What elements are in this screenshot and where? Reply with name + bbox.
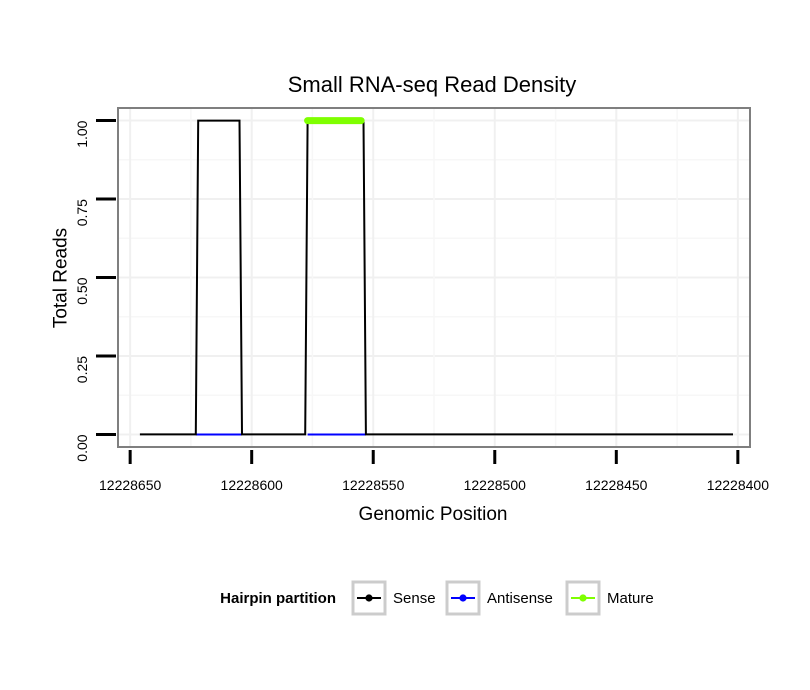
y-tick-label: 0.50 [74, 277, 90, 304]
y-tick-label: 1.00 [74, 120, 90, 147]
grid-lines [118, 108, 750, 447]
chart-title: Small RNA-seq Read Density [288, 72, 577, 97]
legend-label-mature: Mature [607, 590, 654, 607]
x-axis-title: Genomic Position [359, 504, 508, 525]
x-tick-label: 12228650 [99, 477, 162, 493]
y-tick-label: 0.25 [74, 356, 90, 383]
legend: Hairpin partition Sense Antisense Mature [220, 580, 654, 616]
x-tick-label: 12228500 [464, 477, 527, 493]
legend-point-sense [365, 594, 373, 602]
legend-label-sense: Sense [393, 590, 436, 607]
legend-point-mature [579, 594, 587, 602]
plot-panel-border [117, 107, 751, 448]
series-lines [139, 117, 733, 436]
x-tick-label: 12228600 [221, 477, 284, 493]
y-tick-label: 0.00 [74, 434, 90, 461]
legend-label-antisense: Antisense [487, 590, 553, 607]
y-axis-title: Total Reads [51, 228, 72, 328]
legend-title: Hairpin partition [220, 590, 336, 607]
legend-point-antisense [459, 594, 467, 602]
y-tick-label: 0.75 [74, 199, 90, 226]
x-tick-label: 12228550 [342, 477, 405, 493]
x-tick-label: 12228400 [707, 477, 770, 493]
x-tick-label: 12228450 [585, 477, 648, 493]
series-line-sense [139, 119, 733, 436]
axes: 12228650 12228600 12228550 12228500 12228450… [74, 119, 770, 493]
